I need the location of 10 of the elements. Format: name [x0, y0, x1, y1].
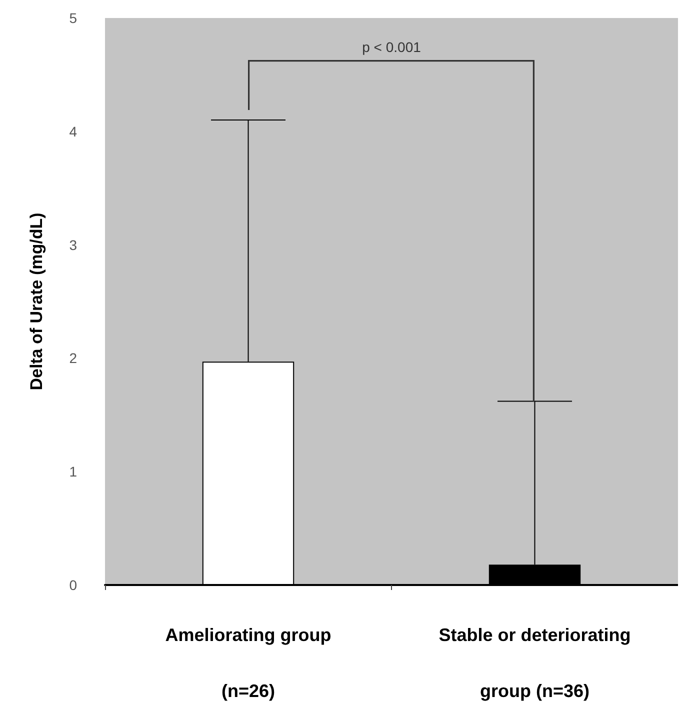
y-tick-label: 3 [69, 236, 78, 253]
y-tick-label: 1 [69, 464, 78, 480]
category-label: Stable or deteriorating group (n=36) [438, 625, 631, 701]
category-label: Ameliorating group (n=26) [165, 625, 332, 701]
y-tick-label: 0 [69, 577, 78, 593]
y-tick-label: 2 [69, 350, 78, 366]
y-tick-label: 4 [69, 123, 78, 140]
y-tick-label: 5 [69, 10, 78, 26]
annotation: p < 0.001 [362, 38, 422, 55]
y-axis-title: Delta of Urate (mg/dL) [27, 212, 46, 390]
